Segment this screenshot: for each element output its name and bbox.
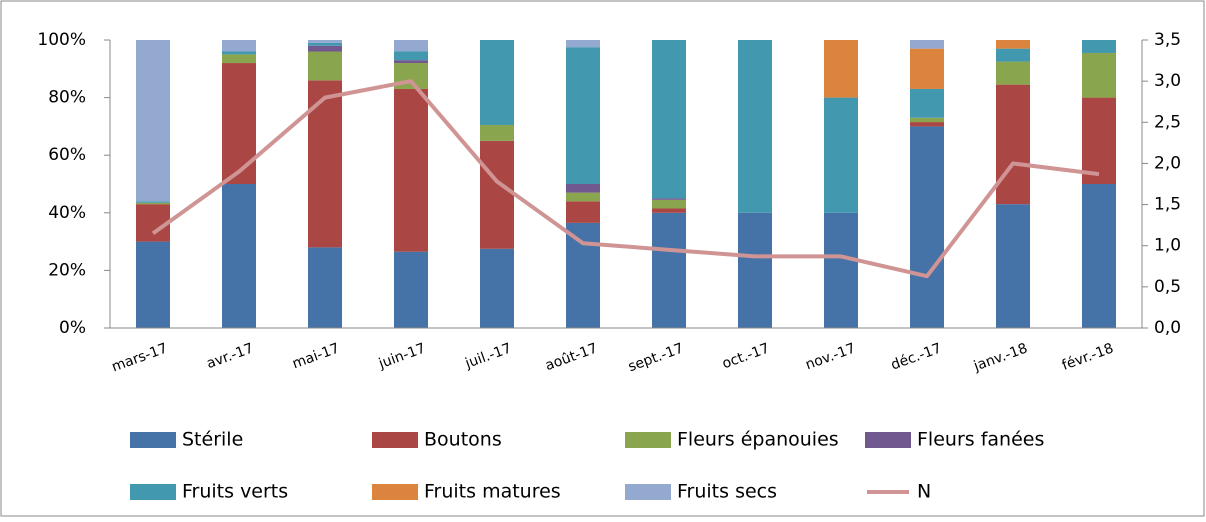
bar-segment xyxy=(996,40,1030,49)
bar-segment xyxy=(652,40,686,199)
y-tick-label: 80% xyxy=(48,88,86,108)
bar-segment xyxy=(480,40,514,125)
bar-segment xyxy=(136,201,170,203)
bar-segment xyxy=(566,40,600,48)
legend-swatch xyxy=(372,484,418,500)
legend-label: Stérile xyxy=(182,429,243,451)
y2-tick-label: 0,5 xyxy=(1154,277,1181,297)
bar-segment xyxy=(136,241,170,328)
bar-segment xyxy=(394,60,428,64)
bar-segment xyxy=(910,40,944,49)
legend-swatch xyxy=(372,432,418,448)
bar-segment xyxy=(996,204,1030,328)
bar-segment xyxy=(1082,40,1116,53)
bar-segment xyxy=(566,222,600,328)
bar-segment xyxy=(394,251,428,328)
bar-segment xyxy=(824,40,858,98)
bar-segment xyxy=(566,184,600,193)
bar-segment xyxy=(910,117,944,123)
bar-segment xyxy=(652,198,686,200)
bar-segment xyxy=(222,54,256,64)
bar-segment xyxy=(1082,52,1116,98)
y-tick-label: 20% xyxy=(48,260,86,280)
y2-tick-label: 3,0 xyxy=(1154,71,1181,91)
bar-segment xyxy=(738,40,772,213)
legend-swatch xyxy=(130,432,176,448)
y2-tick-label: 0,0 xyxy=(1154,318,1181,338)
bar-segment xyxy=(824,97,858,213)
bar-segment xyxy=(996,61,1030,85)
bar-segment xyxy=(308,40,342,43)
bar-segment xyxy=(566,47,600,185)
bar-segment xyxy=(308,45,342,52)
y2-tick-label: 2,5 xyxy=(1154,112,1181,132)
y-tick-label: 100% xyxy=(37,30,86,50)
bar-segment xyxy=(222,51,256,55)
bar-segment xyxy=(222,63,256,184)
bar-segment xyxy=(136,40,170,202)
bar-segment xyxy=(910,48,944,89)
legend-swatch xyxy=(130,484,176,500)
legend-swatch xyxy=(625,484,671,500)
legend-label: Fleurs fanées xyxy=(917,429,1044,451)
y-tick-label: 40% xyxy=(48,203,86,223)
legend-label: N xyxy=(917,481,931,503)
bar-segment xyxy=(394,40,428,52)
bar-segment xyxy=(652,212,686,328)
bar-segment xyxy=(480,140,514,249)
bar-segment xyxy=(308,247,342,328)
bar-segment xyxy=(652,199,686,209)
bar-segment xyxy=(566,201,600,223)
bar-segment xyxy=(996,84,1030,205)
line-series xyxy=(151,79,1100,279)
bar-segment xyxy=(824,212,858,328)
y-tick-label: 60% xyxy=(48,145,86,165)
bar-segment xyxy=(738,212,772,328)
y2-tick-label: 1,5 xyxy=(1154,195,1181,215)
bar-segment xyxy=(1082,97,1116,184)
bar-segment xyxy=(910,122,944,127)
legend-label: Fruits secs xyxy=(677,481,777,503)
y2-tick-label: 1,0 xyxy=(1154,236,1181,256)
bar-segment xyxy=(566,192,600,202)
legend-swatch xyxy=(865,432,911,448)
bar-segment xyxy=(910,126,944,329)
y2-tick-label: 3,5 xyxy=(1154,30,1181,50)
bar-segment xyxy=(652,208,686,213)
y2-tick-label: 2,0 xyxy=(1154,153,1181,173)
bar-segment xyxy=(222,40,256,52)
bar-segment xyxy=(308,42,342,46)
bar-segment xyxy=(480,248,514,328)
bar-segment xyxy=(222,184,256,328)
bar-segment xyxy=(394,51,428,61)
bar-segment xyxy=(1082,184,1116,328)
y-tick-label: 0% xyxy=(59,318,86,338)
bar-segment xyxy=(394,88,428,252)
legend-label: Fruits verts xyxy=(182,481,288,503)
legend-swatch xyxy=(625,432,671,448)
bar-segment xyxy=(480,124,514,141)
legend-label: Fleurs épanouies xyxy=(677,429,839,451)
legend-label: Boutons xyxy=(424,429,502,451)
bar-segment xyxy=(910,88,944,118)
legend-label: Fruits matures xyxy=(424,481,561,503)
bar-segment xyxy=(308,51,342,81)
bar-segment xyxy=(996,48,1030,62)
bar-segment xyxy=(136,202,170,205)
